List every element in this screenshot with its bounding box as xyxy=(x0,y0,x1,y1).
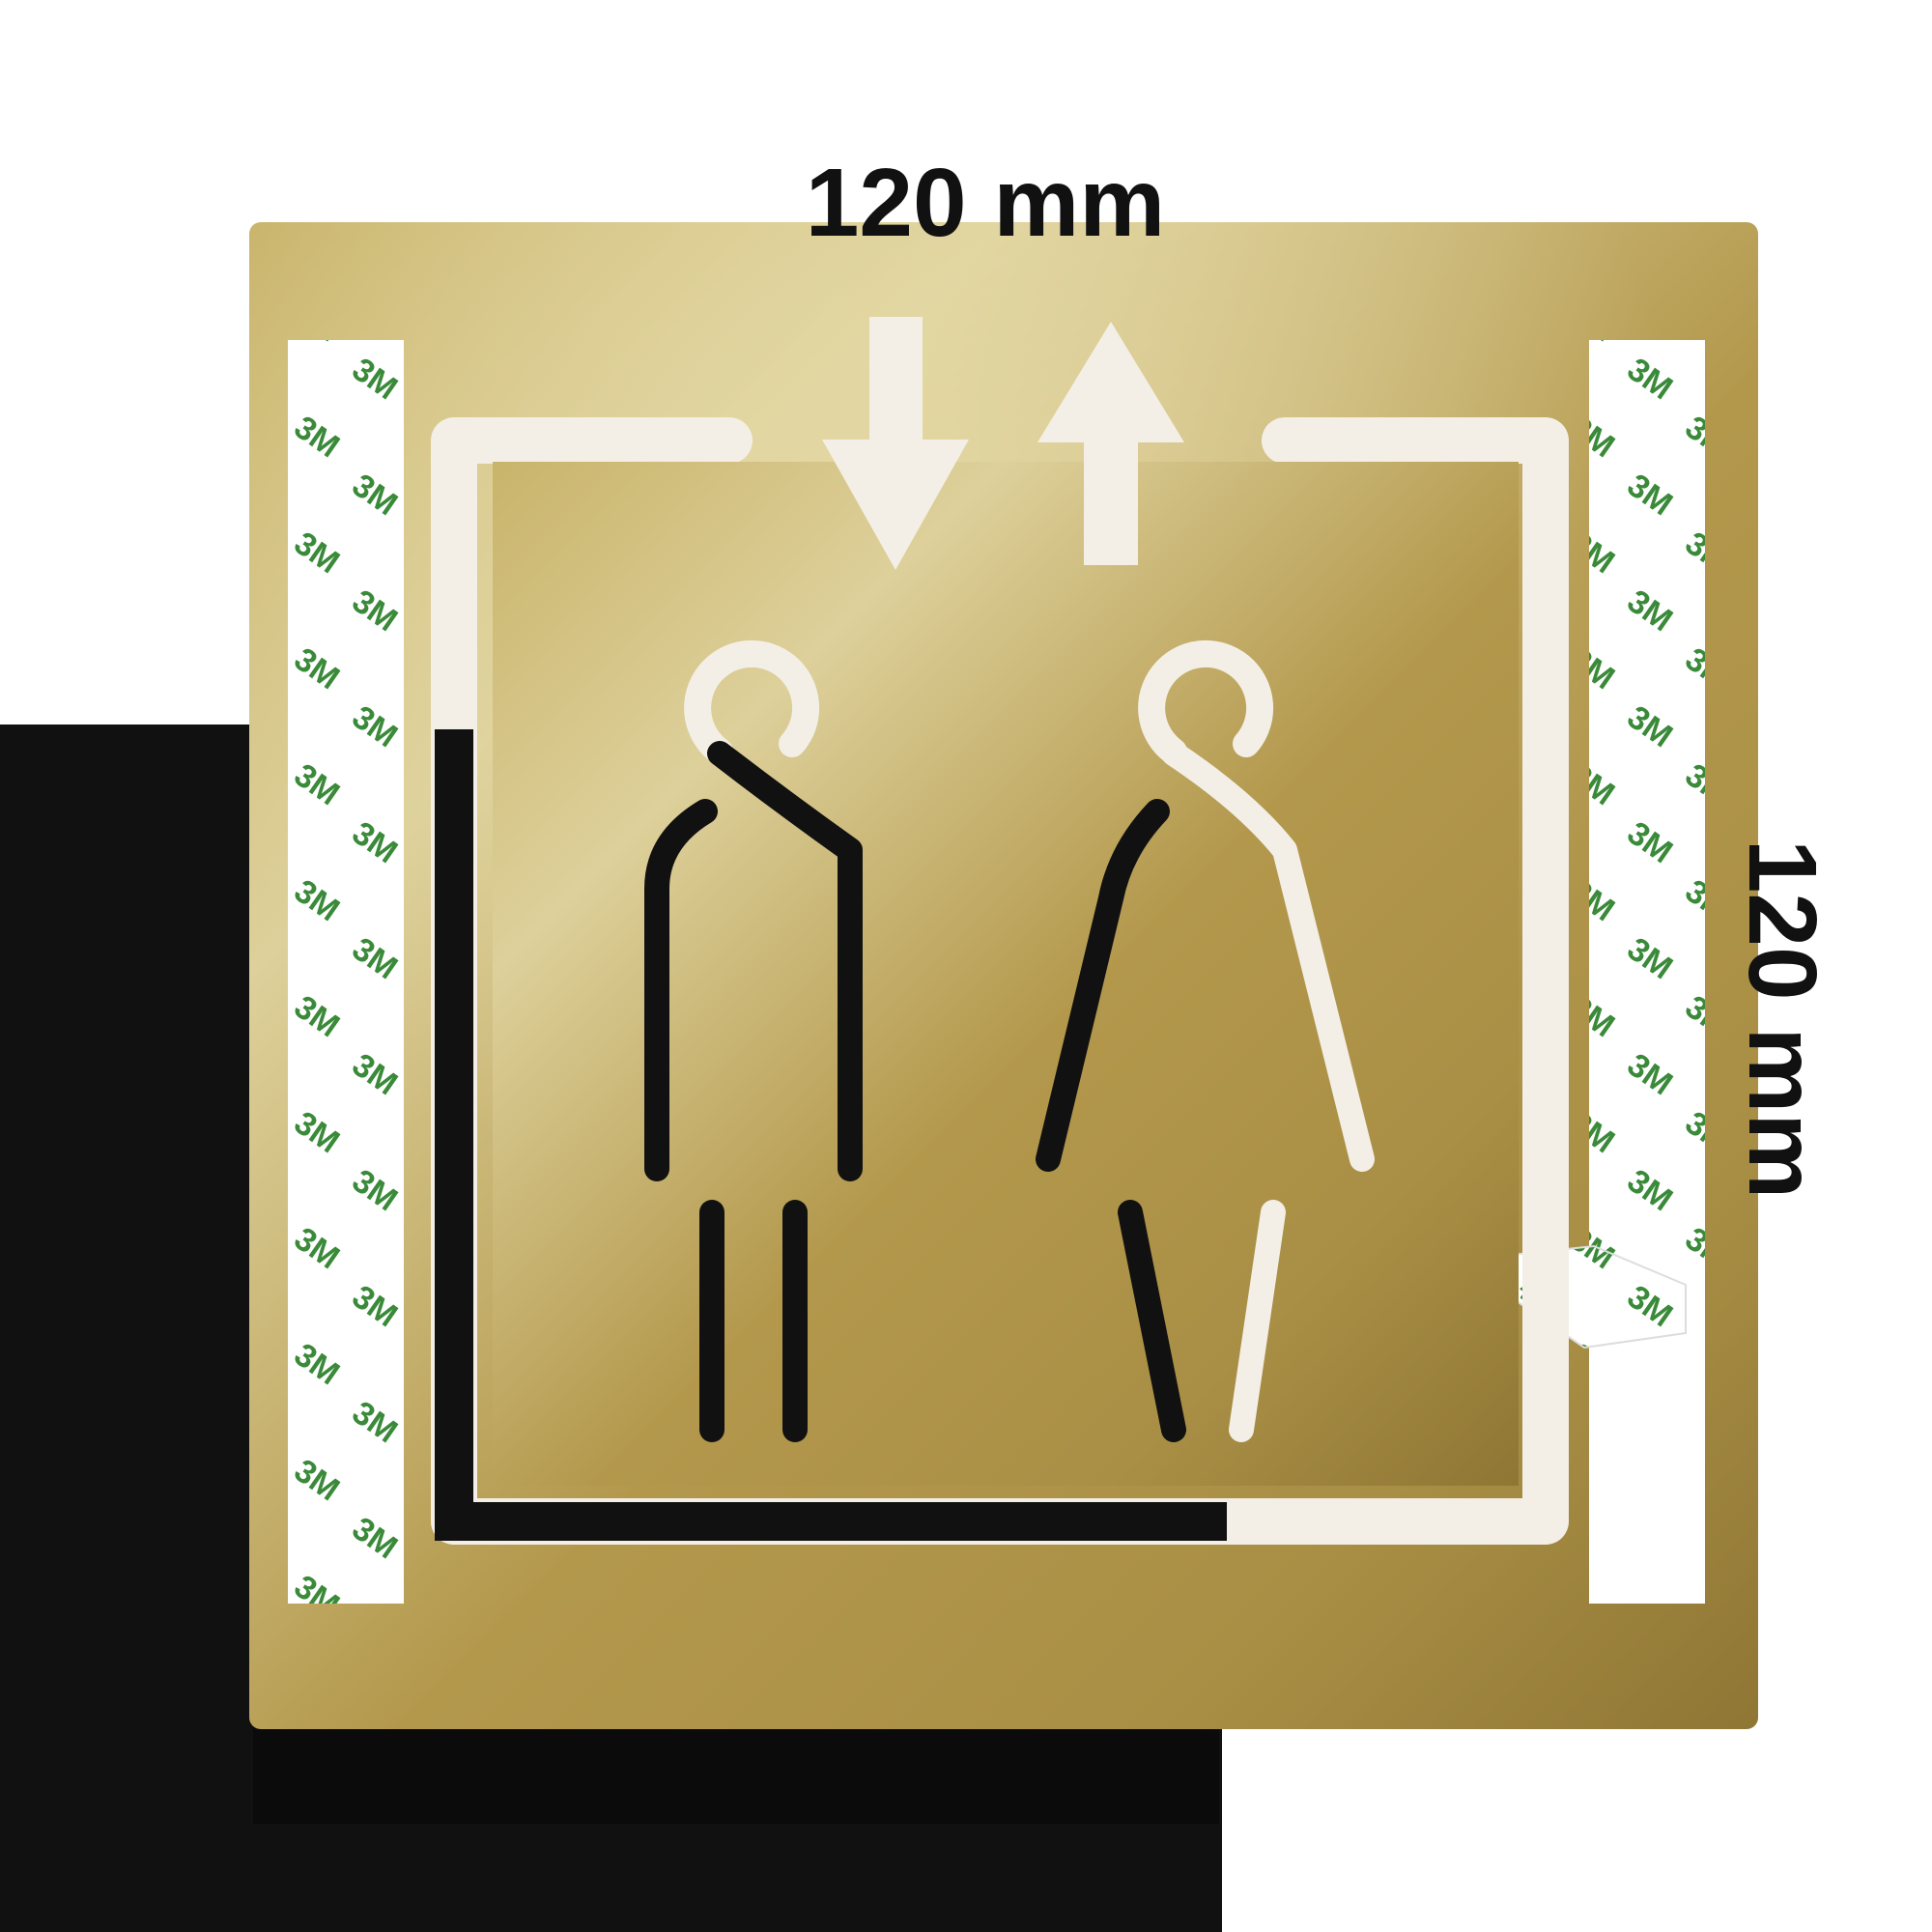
width-dimension-label: 120 mm xyxy=(805,149,1166,257)
height-dimension-label: 120 mm xyxy=(1728,838,1836,1200)
woman-icon xyxy=(1036,639,1375,1442)
arrow-up-icon xyxy=(1037,322,1184,565)
frame-dark-reflection xyxy=(435,729,1227,1541)
arrow-down-icon xyxy=(822,317,969,570)
adhesive-tape-left xyxy=(288,340,404,1604)
adhesive-tape-right-print xyxy=(1589,340,1705,1258)
man-icon xyxy=(644,639,863,1442)
